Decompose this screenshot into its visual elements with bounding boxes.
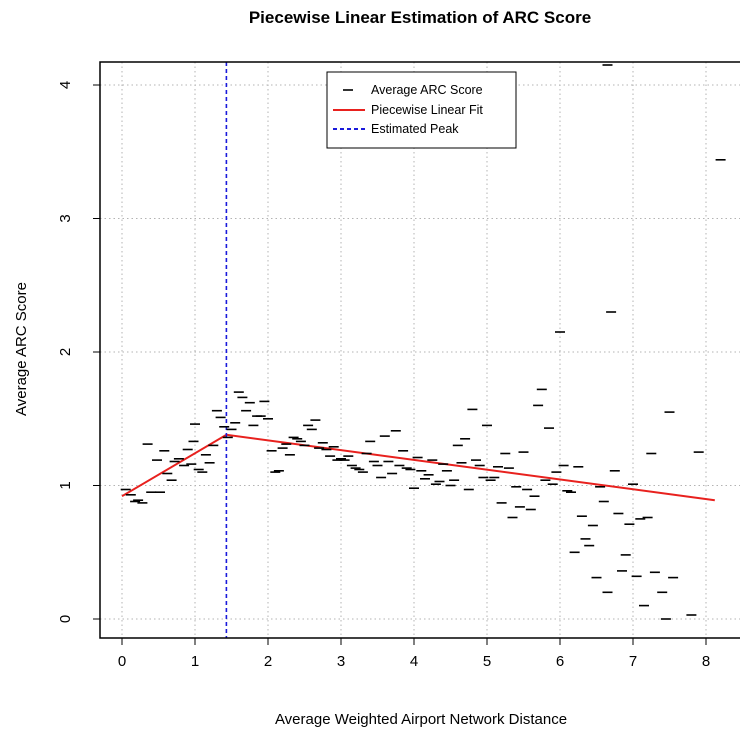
x-axis: 0 1 2 3 4 5 6 7 8: [118, 638, 710, 670]
y-tick-label: 2: [57, 348, 74, 356]
points-layer: [120, 64, 726, 620]
legend: Average ARC Score Piecewise Linear Fit E…: [326, 71, 517, 149]
x-tick-label: 7: [629, 653, 637, 670]
x-tick-label: 2: [264, 653, 272, 670]
x-tick-label: 4: [410, 653, 418, 670]
y-axis-label: Average ARC Score: [13, 282, 30, 416]
x-tick-label: 5: [483, 653, 491, 670]
x-tick-label: 8: [702, 653, 710, 670]
legend-label-estimated-peak: Estimated Peak: [371, 122, 459, 136]
x-tick-label: 1: [191, 653, 199, 670]
legend-label-piecewise-linear-fit: Piecewise Linear Fit: [371, 103, 483, 117]
y-tick-label: 1: [57, 481, 74, 489]
x-tick-label: 6: [556, 653, 564, 670]
y-axis: 0 1 2 3 4: [57, 81, 100, 623]
plot-frame: [99, 61, 740, 639]
x-tick-label: 3: [337, 653, 345, 670]
y-tick-label: 0: [57, 615, 74, 623]
y-tick-label: 4: [57, 81, 74, 89]
x-axis-label: Average Weighted Airport Network Distanc…: [275, 711, 567, 728]
legend-label-average-arc-score: Average ARC Score: [371, 83, 483, 97]
grid: [100, 62, 740, 638]
x-tick-label: 0: [118, 653, 126, 670]
chart-title: Piecewise Linear Estimation of ARC Score: [249, 8, 591, 27]
y-tick-label: 3: [57, 214, 74, 222]
